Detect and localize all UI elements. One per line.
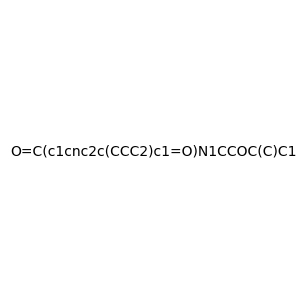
Text: O=C(c1cnc2c(CCC2)c1=O)N1CCOC(C)C1: O=C(c1cnc2c(CCC2)c1=O)N1CCOC(C)C1	[11, 145, 297, 158]
